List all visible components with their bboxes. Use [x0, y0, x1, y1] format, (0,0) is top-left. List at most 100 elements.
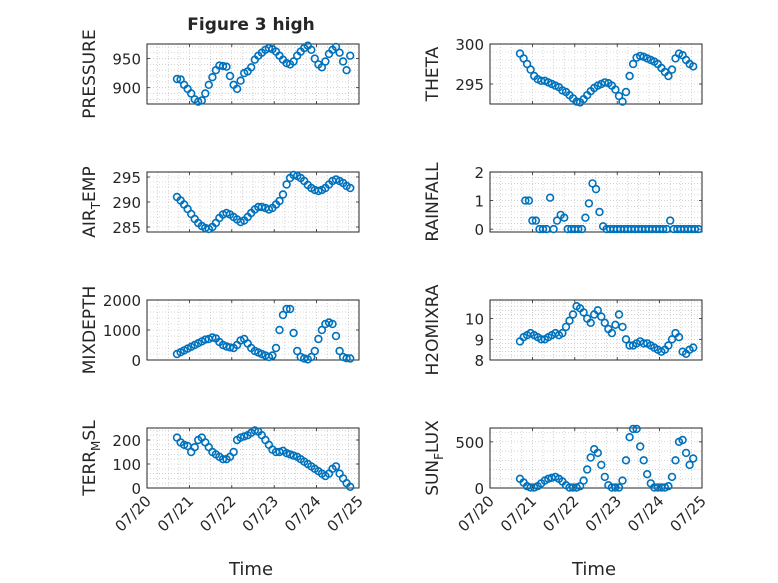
- subplot-rainfall: 0 1 2 RAINFALL: [423, 162, 703, 242]
- data-point: [565, 316, 574, 325]
- data-point: [593, 448, 602, 458]
- data-point: [632, 424, 641, 434]
- data-point: [628, 424, 638, 434]
- subplot-h2omixra: 8 9 10 H2OMIXRA: [423, 284, 703, 376]
- data-point: [229, 447, 238, 457]
- data-point: [586, 318, 595, 327]
- subplot-pressure: 900 950 PRESSURE: [80, 29, 360, 119]
- y-tick-label: 500: [455, 434, 484, 452]
- data-point: [310, 54, 319, 63]
- data-point: [600, 318, 609, 327]
- axes-box: [489, 427, 703, 489]
- data-point: [282, 180, 291, 189]
- data-series: [515, 302, 698, 358]
- data-point: [194, 97, 203, 106]
- data-point: [579, 308, 588, 317]
- subplot-air-temp: 285 290 295 AIRTEMP: [80, 166, 360, 238]
- data-point: [582, 465, 592, 474]
- x-tick-label: 07/24: [281, 492, 324, 535]
- data-point: [658, 224, 668, 234]
- data-point: [545, 193, 555, 202]
- data-point: [667, 65, 677, 74]
- axes-box: [489, 171, 703, 233]
- data-point: [268, 351, 277, 360]
- data-point: [208, 333, 217, 342]
- data-point: [172, 74, 182, 84]
- data-point: [581, 213, 590, 222]
- y-tick-label: 290: [112, 194, 141, 212]
- data-point: [665, 216, 675, 225]
- data-point: [625, 71, 634, 81]
- data-point: [558, 328, 567, 338]
- data-point: [579, 476, 588, 485]
- y-tick-label: 300: [455, 36, 484, 54]
- data-point: [574, 224, 583, 234]
- data-point: [521, 196, 530, 205]
- y-tick-label: 0: [131, 352, 141, 370]
- y-tick-label: 295: [112, 169, 141, 187]
- data-point: [607, 328, 617, 338]
- y-tick-label: 900: [112, 80, 141, 98]
- subplot-theta: 295 300 THETA: [423, 36, 703, 107]
- data-point: [225, 71, 235, 81]
- data-point: [664, 71, 673, 81]
- figure-title: Figure 3 high: [187, 15, 315, 35]
- data-point: [346, 482, 355, 491]
- y-tick-label: 1: [474, 193, 484, 211]
- data-series: [172, 426, 355, 491]
- data-point: [346, 183, 355, 193]
- data-series: [172, 41, 355, 106]
- y-axis-label: H2OMIXRA: [423, 284, 443, 375]
- data-point: [549, 224, 558, 234]
- y-axis-label: MIXDEPTH: [80, 286, 100, 375]
- data-point: [275, 325, 284, 335]
- y-tick-label: 2000: [103, 292, 141, 310]
- y-tick-label: 950: [112, 51, 141, 69]
- data-point: [681, 448, 691, 458]
- data-point: [275, 196, 284, 206]
- data-point: [621, 87, 631, 97]
- data-point: [289, 170, 298, 180]
- x-tick-label: 07/20: [455, 492, 498, 535]
- data-point: [190, 443, 199, 452]
- data-point: [331, 462, 341, 471]
- data-point: [559, 213, 569, 222]
- data-point: [690, 224, 700, 234]
- data-series: [515, 424, 698, 492]
- data-point: [328, 319, 337, 329]
- data-point: [338, 57, 348, 66]
- y-axis-label: TERRMSL: [80, 420, 103, 497]
- data-point: [232, 84, 242, 94]
- data-point: [597, 312, 606, 321]
- data-point: [678, 435, 687, 445]
- x-tick-label: 07/21: [154, 492, 197, 535]
- data-point: [342, 354, 351, 363]
- data-point: [635, 51, 645, 61]
- data-point: [201, 335, 210, 344]
- y-tick-label: 0: [131, 480, 141, 498]
- data-point: [593, 306, 602, 315]
- y-tick-label: 0: [474, 480, 484, 498]
- grid-lines: [146, 44, 360, 104]
- data-point: [307, 352, 316, 362]
- data-point: [671, 456, 680, 465]
- data-point: [614, 310, 624, 319]
- x-tick-label: 07/24: [624, 492, 667, 535]
- data-point: [577, 224, 587, 234]
- y-axis-label: AIRTEMP: [80, 166, 103, 237]
- data-point: [538, 224, 548, 234]
- data-point: [561, 322, 571, 332]
- data-point: [667, 472, 677, 482]
- y-tick-label: 10: [465, 311, 484, 329]
- data-point: [247, 63, 256, 72]
- data-point: [591, 184, 601, 194]
- y-tick-label: 0: [474, 221, 484, 239]
- data-point: [335, 48, 344, 57]
- data-point: [285, 304, 295, 314]
- data-point: [293, 346, 302, 356]
- data-point: [600, 472, 609, 482]
- data-point: [208, 72, 217, 82]
- data-point: [289, 57, 298, 66]
